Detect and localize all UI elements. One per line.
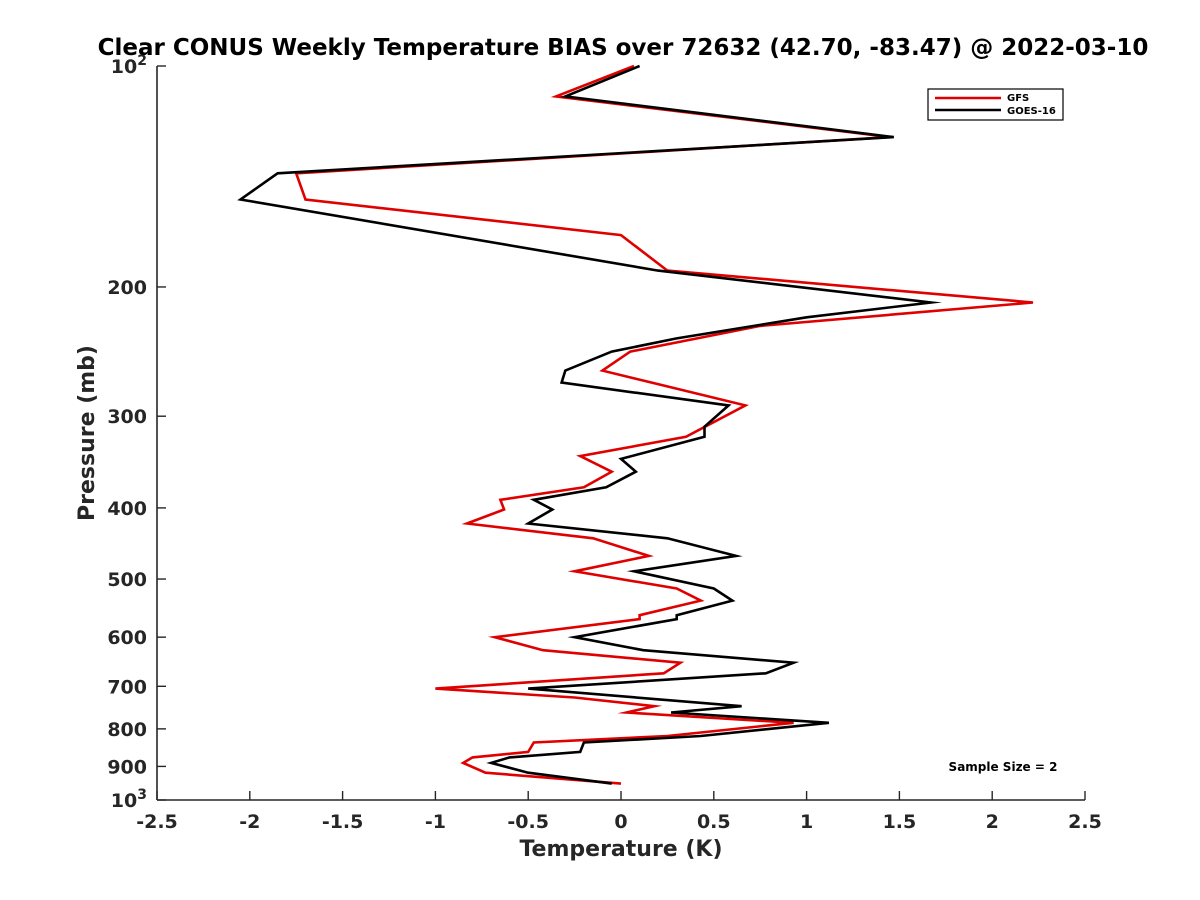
y-tick-label: 400	[107, 498, 147, 520]
x-tick-label: 2.5	[1068, 811, 1102, 833]
x-tick-label: 1.5	[883, 811, 917, 833]
plot-area	[237, 64, 1034, 785]
y-axis-label: Pressure (mb)	[75, 345, 100, 521]
x-tick-label: -1	[425, 811, 446, 833]
y-tick-label: 800	[107, 719, 147, 741]
y-tick-label: 200	[107, 277, 147, 299]
series-line-gfs	[294, 64, 1034, 785]
x-axis-label: Temperature (K)	[519, 837, 722, 862]
y-tick-label: 102	[111, 53, 147, 78]
x-tick-label: 1	[800, 811, 813, 833]
chart-title: Clear CONUS Weekly Temperature BIAS over…	[98, 35, 1149, 61]
legend-box	[927, 88, 1064, 121]
y-axis-ticks: 102 200 300 400 500 600 700 800 900 103	[107, 53, 166, 812]
x-tick-label: -1.5	[322, 811, 364, 833]
x-tick-label: 2	[986, 811, 999, 833]
series-line-goes16	[237, 64, 943, 785]
y-tick-label: 300	[107, 406, 147, 428]
sample-size-annotation: Sample Size = 2	[949, 760, 1058, 774]
legend-label-goes16: GOES-16	[1007, 106, 1056, 117]
x-tick-label: 0.5	[697, 811, 731, 833]
legend: GFS GOES-16	[927, 88, 1064, 121]
x-tick-label: -0.5	[507, 811, 549, 833]
y-tick-label: 700	[107, 676, 147, 698]
y-tick-label: 900	[107, 756, 147, 778]
x-tick-label: -2	[239, 811, 260, 833]
x-tick-label: -2.5	[136, 811, 178, 833]
y-tick-label: 500	[107, 569, 147, 591]
x-axis-ticks: -2.5 -2 -1.5 -1 -0.5 0 0.5 1 1.5 2 2.5	[136, 791, 1102, 833]
y-tick-label: 600	[107, 627, 147, 649]
legend-label-gfs: GFS	[1007, 93, 1029, 104]
y-tick-label: 103	[111, 787, 147, 812]
x-tick-label: 0	[614, 811, 627, 833]
